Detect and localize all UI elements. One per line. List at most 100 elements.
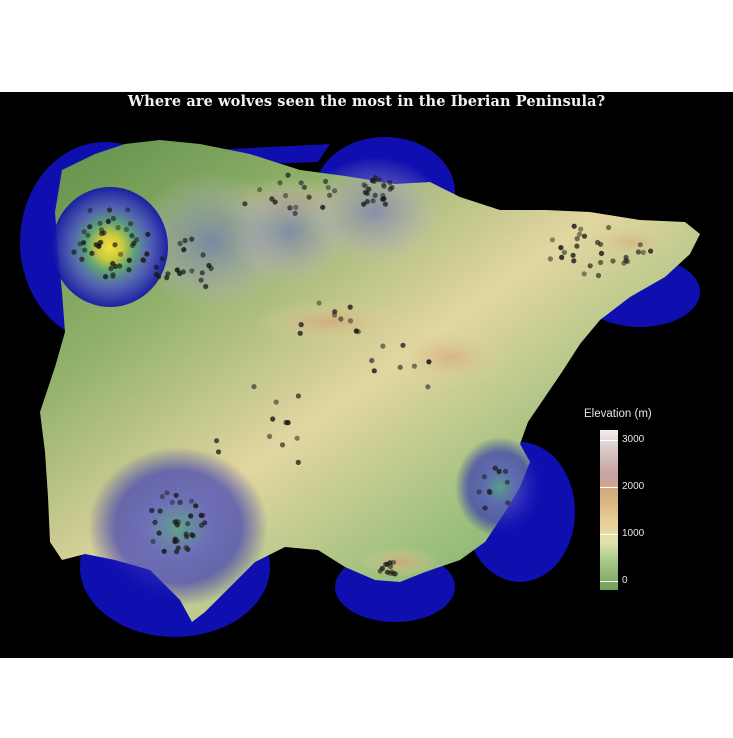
- sighting-point: [184, 534, 190, 540]
- sighting-point: [257, 187, 263, 193]
- sighting-point: [325, 184, 331, 191]
- sighting-point: [97, 240, 103, 246]
- sighting-point: [576, 231, 583, 237]
- sighting-point: [382, 561, 389, 567]
- sighting-point: [372, 192, 378, 198]
- sighting-point: [397, 364, 403, 370]
- sighting-point: [377, 568, 383, 574]
- sighting-point: [481, 474, 487, 480]
- legend-tickmark: [600, 534, 618, 535]
- sighting-point: [338, 316, 344, 322]
- sighting-point: [159, 494, 165, 500]
- sighting-point: [492, 465, 498, 471]
- sighting-point: [640, 249, 646, 256]
- sighting-point: [149, 507, 155, 514]
- sighting-point: [182, 237, 188, 244]
- sighting-point: [279, 442, 286, 448]
- sighting-point: [294, 435, 300, 441]
- sighting-point: [277, 180, 283, 186]
- sighting-point: [79, 256, 85, 262]
- sighting-point: [598, 250, 605, 256]
- sighting-point: [366, 186, 372, 192]
- sighting-point: [411, 363, 417, 369]
- sighting-point: [400, 342, 406, 348]
- sighting-point: [283, 193, 289, 199]
- sighting-point: [164, 490, 170, 496]
- sighting-point: [169, 499, 175, 505]
- sighting-point: [364, 190, 370, 196]
- sighting-point: [504, 479, 510, 485]
- sighting-point: [587, 263, 593, 269]
- sighting-point: [361, 182, 367, 188]
- sighting-point: [295, 459, 301, 465]
- sighting-point: [297, 330, 303, 336]
- sighting-point: [347, 318, 354, 324]
- sighting-point: [157, 508, 163, 514]
- sighting-point: [295, 393, 301, 399]
- sighting-point: [505, 500, 511, 506]
- sighting-point: [156, 530, 162, 536]
- sighting-point: [370, 198, 376, 204]
- sighting-point: [198, 277, 204, 283]
- sighting-point: [129, 233, 135, 239]
- sighting-point: [214, 438, 220, 444]
- sighting-point: [161, 548, 167, 554]
- sighting-point: [637, 242, 643, 248]
- sighting-point: [144, 251, 150, 257]
- sighting-point: [98, 227, 105, 233]
- sighting-point: [487, 490, 493, 496]
- sighting-point: [273, 399, 279, 405]
- sighting-point: [85, 232, 91, 238]
- sighting-point: [180, 269, 186, 275]
- sighting-point: [390, 559, 397, 565]
- sighting-point: [606, 224, 612, 231]
- sighting-point: [112, 242, 118, 248]
- sighting-point: [97, 220, 103, 226]
- sighting-point: [87, 207, 93, 214]
- sighting-point: [496, 468, 502, 475]
- sighting-point: [115, 225, 121, 231]
- sighting-point: [188, 513, 194, 519]
- sighting-point: [272, 199, 278, 205]
- sighting-point: [364, 199, 370, 205]
- sighting-point: [118, 251, 124, 257]
- sighting-point: [362, 183, 369, 189]
- sighting-point: [581, 233, 588, 239]
- sighting-point: [110, 273, 116, 279]
- sighting-point: [165, 271, 171, 277]
- sighting-point: [371, 368, 377, 374]
- legend-tick-label: 3000: [622, 434, 645, 445]
- sighting-point: [87, 224, 93, 230]
- sighting-point: [298, 322, 304, 328]
- sighting-point: [595, 272, 602, 279]
- sighting-point: [145, 231, 151, 237]
- legend-tickmark: [600, 487, 618, 488]
- sighting-point: [153, 264, 159, 270]
- sighting-point: [384, 569, 390, 575]
- sighting-point: [287, 205, 293, 211]
- sighting-point: [99, 231, 105, 237]
- sighting-point: [623, 254, 629, 260]
- legend-title: Elevation (m): [584, 408, 652, 420]
- sighting-point: [648, 248, 654, 254]
- sighting-point: [372, 175, 379, 181]
- sighting-point: [382, 201, 388, 207]
- sighting-point: [177, 499, 183, 505]
- sighting-point: [81, 229, 87, 235]
- sighting-point: [571, 258, 577, 264]
- sighting-point: [270, 416, 276, 422]
- sighting-point: [106, 207, 113, 213]
- sighting-point: [193, 503, 199, 509]
- sighting-point: [306, 194, 312, 200]
- sighting-point: [206, 262, 212, 269]
- sighting-point: [110, 261, 116, 267]
- sighting-point: [559, 254, 565, 260]
- sighting-point: [183, 545, 189, 551]
- sighting-point: [549, 237, 556, 243]
- sighting-point: [190, 532, 196, 539]
- sighting-point: [82, 247, 88, 253]
- sighting-point: [203, 283, 209, 290]
- sighting-point: [125, 207, 131, 213]
- sighting-point: [327, 192, 333, 198]
- sighting-point: [301, 184, 307, 190]
